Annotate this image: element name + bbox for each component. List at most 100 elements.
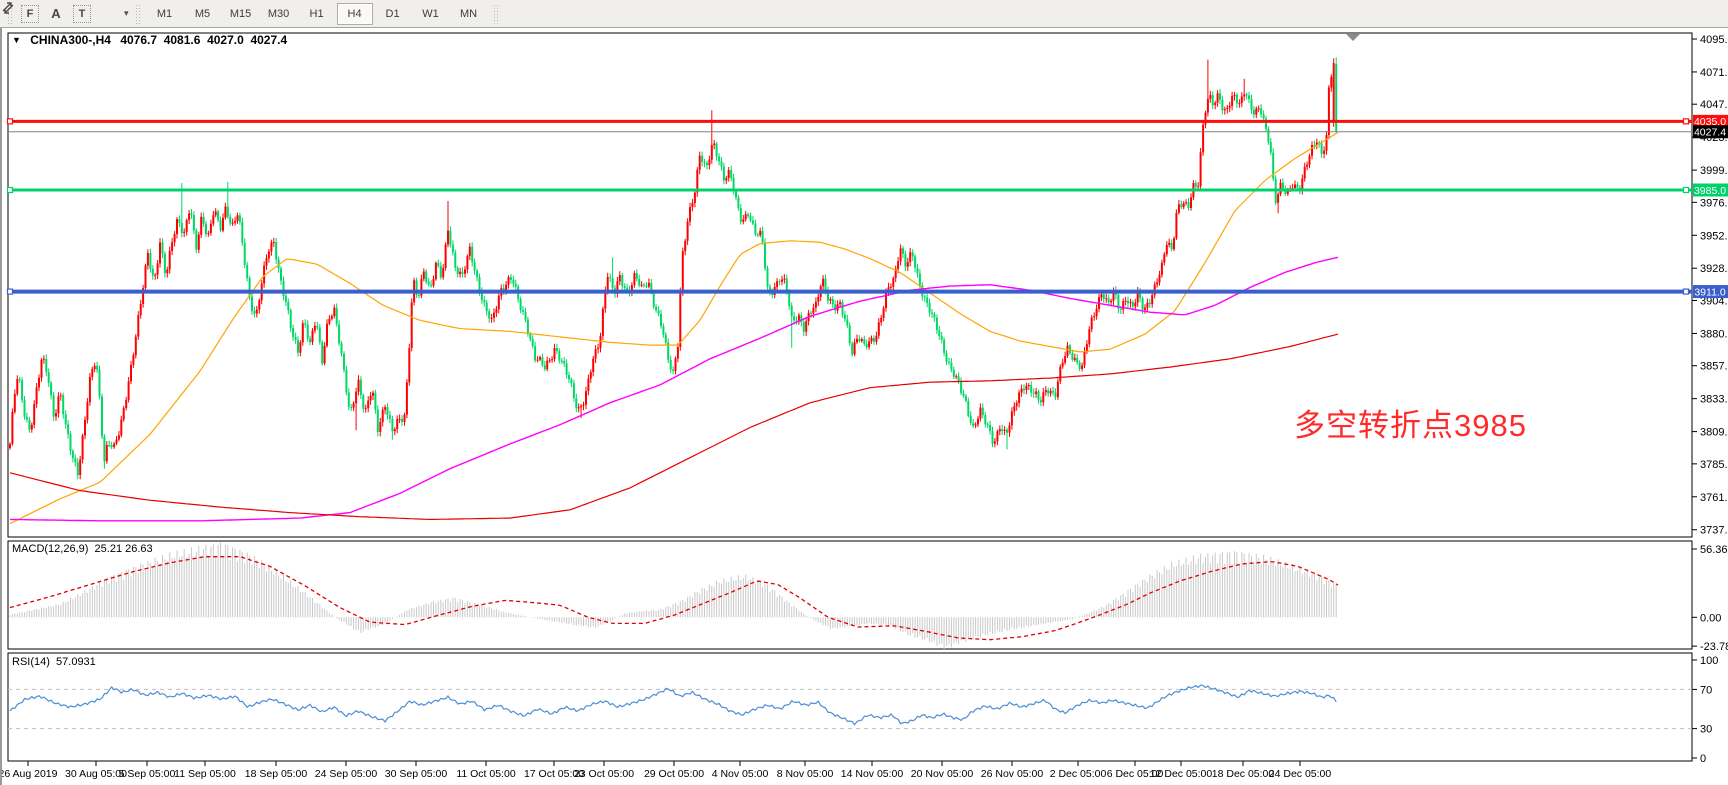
low-value: 4027.0	[207, 33, 244, 47]
svg-text:18 Sep 05:00: 18 Sep 05:00	[245, 768, 308, 780]
svg-text:11 Sep 05:00: 11 Sep 05:00	[174, 768, 236, 780]
arrows-dropdown-caret[interactable]: ▾	[124, 8, 129, 18]
svg-text:3809.0: 3809.0	[1700, 427, 1728, 439]
svg-text:26 Nov 05:00: 26 Nov 05:00	[981, 768, 1044, 780]
svg-text:29 Oct 05:00: 29 Oct 05:00	[644, 768, 704, 780]
svg-text:24 Sep 05:00: 24 Sep 05:00	[315, 768, 378, 780]
svg-text:3911.0: 3911.0	[1694, 286, 1725, 298]
svg-text:3737.5: 3737.5	[1700, 525, 1728, 537]
svg-text:56.36: 56.36	[1700, 544, 1728, 556]
svg-text:18 Dec 05:00: 18 Dec 05:00	[1212, 768, 1275, 780]
macd-values: 25.21 26.63	[94, 543, 153, 555]
ma-fast-orange	[9, 131, 1339, 525]
timeframe-button-d1[interactable]: D1	[385, 7, 400, 20]
svg-text:26 Aug 2019: 26 Aug 2019	[0, 768, 58, 780]
timeframe-button-h4[interactable]: H4	[336, 2, 373, 25]
svg-text:4071.0: 4071.0	[1700, 67, 1728, 79]
svg-text:4027.4: 4027.4	[1694, 127, 1726, 139]
svg-text:100: 100	[1700, 655, 1718, 667]
symbol-period-label: CHINA300-,H4	[30, 33, 111, 47]
open-value: 4076.7	[120, 33, 158, 47]
svg-text:3999.5: 3999.5	[1700, 165, 1728, 177]
chart-shift-marker-icon	[1346, 34, 1360, 41]
rsi-name: RSI(14)	[12, 656, 50, 668]
rsi-indicator-label: RSI(14) 57.0931	[12, 656, 96, 668]
arrows-tool-icon[interactable]	[2, 2, 119, 25]
timeframe-button-m30[interactable]: M30	[267, 7, 290, 20]
svg-text:0: 0	[1700, 753, 1706, 765]
toolbar: F A T ▾ M1 M5 M15 M30 H1 H4 D1 W1 MN	[0, 0, 1728, 28]
text-label-tool-icon[interactable]: T	[71, 3, 93, 25]
svg-text:3880.5: 3880.5	[1700, 328, 1728, 340]
timeframe-button-m1[interactable]: M1	[156, 7, 173, 20]
svg-text:3928.0: 3928.0	[1700, 263, 1728, 275]
svg-text:3761.5: 3761.5	[1700, 492, 1728, 504]
svg-text:30 Aug 05:00: 30 Aug 05:00	[65, 768, 127, 780]
rsi-value: 57.0931	[56, 656, 96, 668]
ma-slow-red	[9, 333, 1339, 521]
timeframes-group: M1 M5 M15 M30 H1 H4 D1 W1 MN	[147, 2, 487, 25]
svg-text:70: 70	[1700, 684, 1712, 696]
support-line-badge: 3911.0	[1693, 285, 1728, 298]
timeframe-button-mn[interactable]: MN	[459, 7, 478, 20]
svg-text:3904.5: 3904.5	[1700, 295, 1728, 307]
svg-text:8 Nov 05:00: 8 Nov 05:00	[777, 768, 834, 780]
svg-text:23 Oct 05:00: 23 Oct 05:00	[574, 768, 634, 780]
text-tool-icon[interactable]: A	[51, 6, 61, 21]
svg-text:3857.0: 3857.0	[1700, 361, 1728, 373]
symbol-dropdown-icon[interactable]: ▼	[12, 35, 21, 45]
drawing-tools-group: F A T ▾	[2, 2, 129, 25]
svg-text:24 Dec 05:00: 24 Dec 05:00	[1269, 768, 1332, 780]
window-left-edge	[0, 28, 2, 785]
svg-text:5 Sep 05:00: 5 Sep 05:00	[119, 768, 176, 780]
svg-text:4047.5: 4047.5	[1700, 99, 1728, 111]
macd-signal-line	[9, 556, 1339, 641]
toolbar-grip[interactable]	[492, 3, 499, 24]
svg-text:4 Nov 05:00: 4 Nov 05:00	[712, 768, 769, 780]
resistance-line-badge: 4035.0	[1693, 114, 1728, 128]
svg-text:11 Oct 05:00: 11 Oct 05:00	[456, 768, 516, 780]
toolbar-grip[interactable]	[134, 3, 141, 24]
timeframe-button-m15[interactable]: M15	[229, 7, 252, 20]
current-price-line-badge: 4027.4	[1693, 125, 1728, 139]
timeframe-button-w1[interactable]: W1	[422, 7, 439, 20]
svg-text:12 Dec 05:00: 12 Dec 05:00	[1150, 768, 1213, 780]
svg-text:-23.78: -23.78	[1700, 641, 1728, 653]
pivot-line-badge: 3985.0	[1693, 183, 1728, 197]
svg-text:6 Dec 05:00: 6 Dec 05:00	[1107, 768, 1164, 780]
svg-text:4035.0: 4035.0	[1694, 116, 1726, 128]
toolbar-grip[interactable]	[7, 3, 13, 24]
price-axis[interactable]: 4095.04071.04047.54023.53999.53976.03952…	[1692, 34, 1728, 765]
svg-text:30: 30	[1700, 724, 1712, 736]
svg-text:2 Dec 05:00: 2 Dec 05:00	[1050, 768, 1107, 780]
close-value: 4027.4	[250, 33, 288, 47]
svg-text:20 Nov 05:00: 20 Nov 05:00	[911, 768, 974, 780]
svg-text:3952.0: 3952.0	[1700, 230, 1728, 242]
svg-text:30 Sep 05:00: 30 Sep 05:00	[385, 768, 448, 780]
svg-text:4095.0: 4095.0	[1700, 34, 1728, 46]
svg-text:3785.5: 3785.5	[1700, 459, 1728, 471]
svg-text:17 Oct 05:00: 17 Oct 05:00	[524, 768, 584, 780]
fibonacci-tool-icon[interactable]: F	[19, 3, 41, 25]
high-value: 4081.6	[163, 33, 201, 47]
support-line[interactable]	[6, 288, 1693, 295]
svg-text:14 Nov 05:00: 14 Nov 05:00	[841, 768, 904, 780]
rsi-line	[9, 684, 1337, 726]
resistance-line[interactable]	[6, 118, 1693, 125]
timeframe-button-m5[interactable]: M5	[194, 7, 211, 20]
macd-name: MACD(12,26,9)	[12, 543, 89, 555]
svg-text:0.00: 0.00	[1700, 612, 1721, 624]
timeframe-button-h1[interactable]: H1	[309, 7, 324, 20]
chart-title: ▼ CHINA300-,H4 4076.7 4081.6 4027.0 4027…	[12, 33, 287, 47]
chart-annotation-text[interactable]: 多空转折点3985	[1294, 408, 1527, 443]
ma-mid-magenta	[9, 256, 1339, 522]
pane-frames	[7, 32, 1693, 762]
svg-text:3833.0: 3833.0	[1700, 394, 1728, 406]
svg-text:3985.0: 3985.0	[1694, 185, 1726, 197]
macd-indicator-label: MACD(12,26,9) 25.21 26.63	[12, 543, 153, 555]
pivot-line[interactable]	[6, 186, 1693, 194]
svg-text:3976.0: 3976.0	[1700, 197, 1728, 209]
